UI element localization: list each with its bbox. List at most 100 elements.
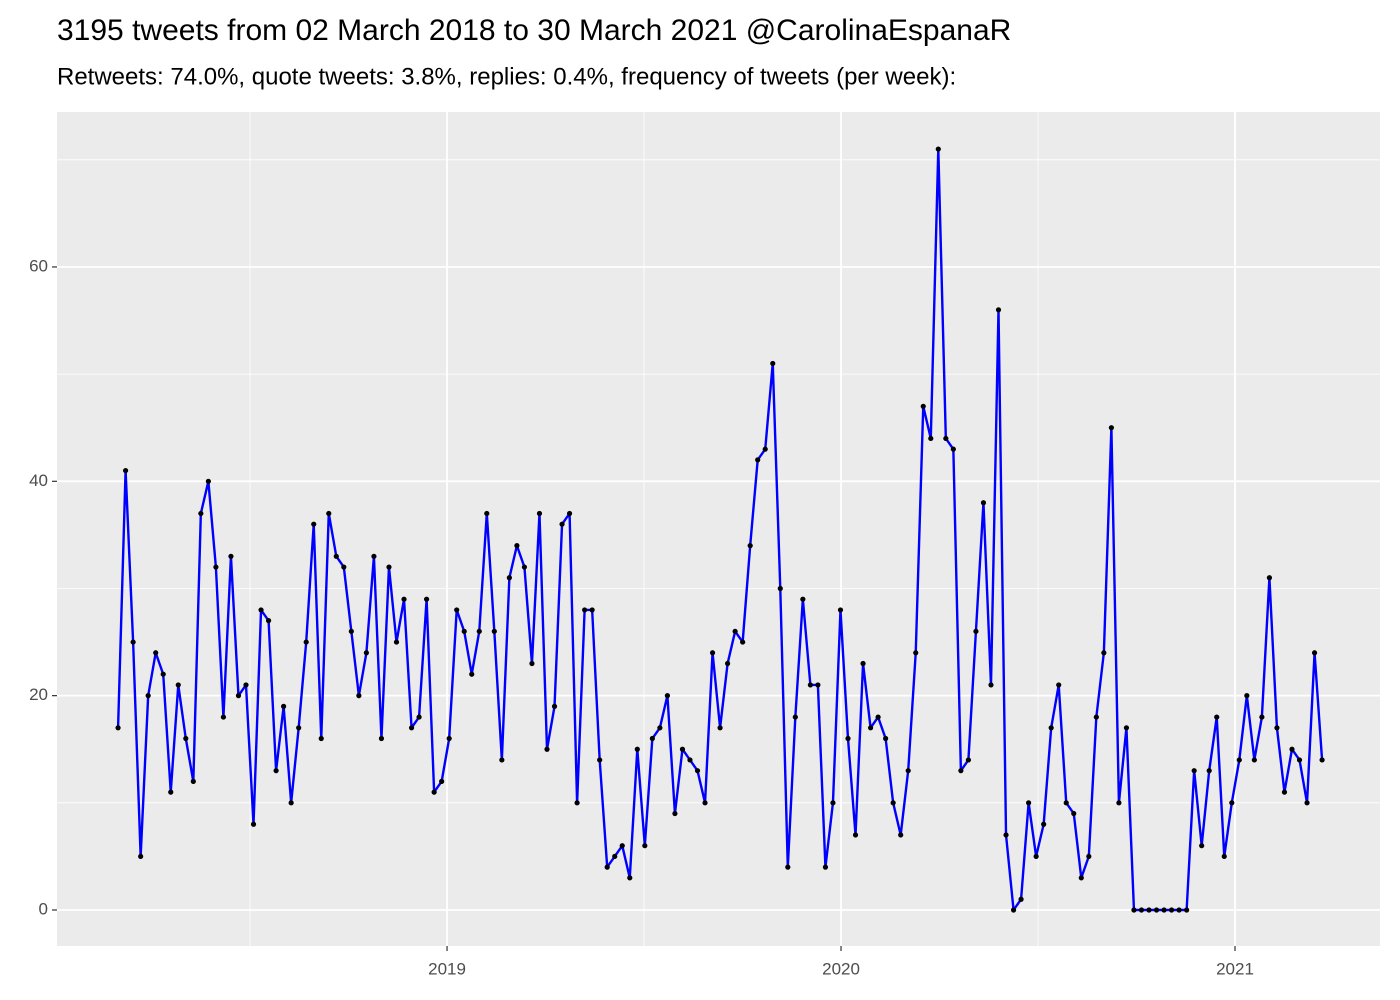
data-point (288, 800, 294, 806)
data-point (619, 843, 625, 849)
data-point (1123, 725, 1130, 731)
data-point (687, 757, 693, 763)
data-point (122, 467, 129, 474)
data-point (875, 714, 881, 720)
data-point (175, 682, 181, 688)
y-tick-label: 40 (29, 471, 48, 490)
data-point (1281, 789, 1288, 795)
data-point (822, 864, 829, 870)
x-tick-label: 2021 (1216, 959, 1254, 978)
data-point (1184, 907, 1190, 913)
data-point (559, 521, 565, 527)
data-point (1296, 757, 1303, 763)
data-point (1161, 907, 1167, 913)
data-point (1319, 757, 1325, 763)
data-point (1033, 853, 1039, 860)
data-point (837, 607, 844, 613)
data-point (318, 735, 324, 742)
data-point (393, 639, 400, 645)
data-point (401, 596, 407, 602)
data-point (634, 746, 640, 752)
data-point (905, 768, 911, 774)
data-point (1274, 725, 1280, 731)
data-point (973, 628, 979, 634)
data-point (1266, 575, 1273, 581)
data-point (168, 789, 174, 795)
data-point (183, 735, 189, 742)
data-point (514, 543, 520, 549)
data-point (439, 778, 445, 784)
data-point (431, 789, 437, 795)
data-point (521, 564, 528, 570)
data-point (612, 853, 618, 860)
data-point (303, 639, 309, 645)
data-point (138, 853, 144, 860)
data-point (213, 564, 219, 570)
data-point (582, 607, 588, 613)
data-point (1199, 843, 1205, 849)
data-point (800, 596, 806, 602)
data-point (762, 446, 768, 452)
data-point (1010, 907, 1017, 913)
data-point (499, 757, 505, 763)
data-point (943, 435, 949, 442)
data-point (153, 650, 159, 656)
data-point (296, 725, 302, 731)
data-point (363, 650, 369, 656)
data-point (250, 821, 257, 827)
data-point (1093, 714, 1099, 720)
data-point (950, 446, 956, 452)
data-point (265, 618, 272, 624)
x-tick-label: 2019 (428, 959, 466, 978)
data-point (807, 682, 813, 688)
data-point (717, 725, 723, 731)
data-point (928, 435, 934, 442)
data-point (1168, 907, 1175, 913)
data-point (980, 500, 987, 506)
data-point (1176, 907, 1182, 913)
data-point (725, 660, 731, 667)
data-point (446, 735, 452, 742)
data-point (1101, 650, 1107, 656)
data-point (386, 564, 392, 570)
chart-subtitle: Retweets: 74.0%, quote tweets: 3.8%, rep… (57, 63, 956, 90)
data-point (416, 714, 422, 720)
data-point (1071, 810, 1077, 817)
data-point (890, 800, 896, 806)
data-point (860, 660, 866, 667)
data-point (1259, 714, 1265, 720)
data-point (830, 800, 836, 806)
data-point (378, 735, 385, 742)
data-point (333, 553, 339, 559)
data-point (597, 757, 603, 763)
data-point (205, 478, 211, 484)
data-point (198, 510, 204, 517)
data-point (1018, 896, 1024, 902)
data-point (845, 735, 851, 742)
data-point (792, 714, 798, 720)
data-point (1214, 714, 1220, 720)
data-point (273, 768, 279, 774)
data-point (920, 403, 926, 409)
data-point (408, 725, 415, 731)
data-point (551, 703, 558, 709)
data-point (1026, 800, 1032, 806)
y-tick-label: 60 (29, 256, 48, 275)
data-point (770, 360, 776, 367)
data-point (243, 682, 249, 688)
data-point (642, 843, 648, 849)
plot-panel (57, 112, 1380, 946)
data-point (1191, 768, 1197, 774)
data-point (935, 146, 941, 152)
data-point (1131, 907, 1137, 913)
data-point (898, 832, 904, 838)
data-point (1003, 832, 1009, 838)
data-point (145, 693, 151, 699)
data-point (747, 543, 753, 549)
data-point (371, 553, 377, 559)
data-point (627, 875, 633, 881)
data-point (484, 510, 490, 517)
data-point (815, 682, 821, 688)
data-point (988, 682, 994, 688)
data-point (589, 607, 595, 613)
